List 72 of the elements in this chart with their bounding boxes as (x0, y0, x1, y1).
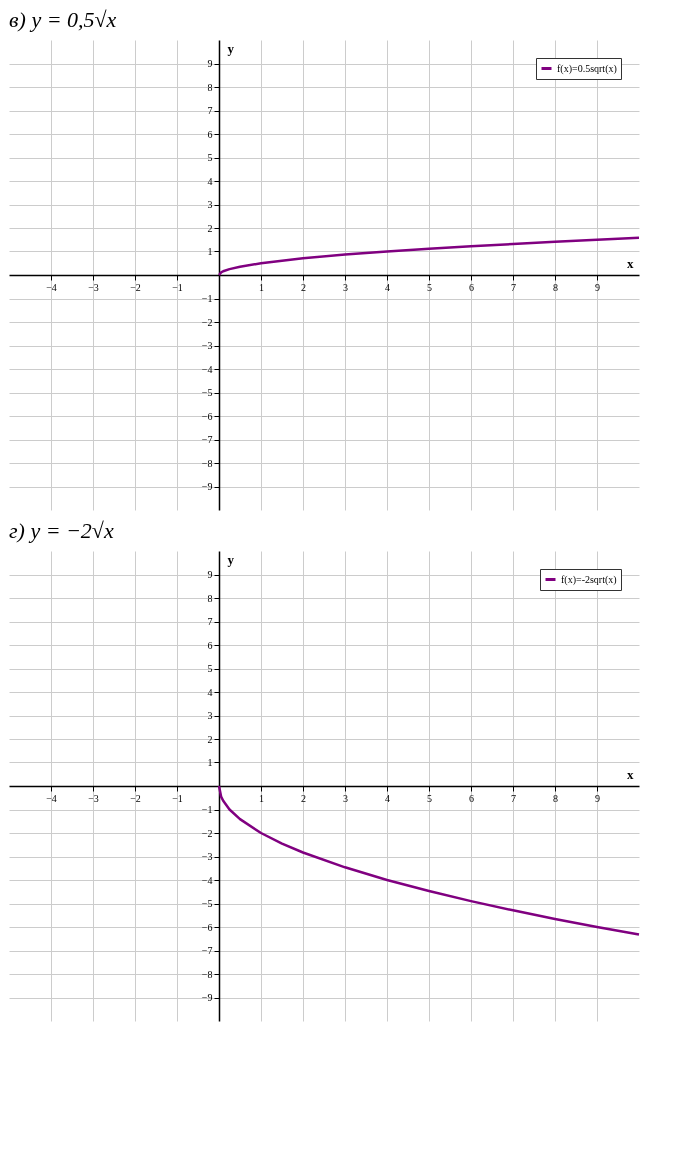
y-tick-label: −1 (201, 293, 213, 304)
x-tick-label: 5 (427, 792, 432, 804)
y-tick-label: 2 (207, 222, 213, 234)
legend-label: f(x)=0.5sqrt(x) (557, 62, 617, 75)
x-tick-label: 8 (553, 792, 558, 804)
y-axis-title: y (227, 551, 235, 567)
y-tick-label: −4 (201, 874, 213, 886)
line-series (217, 236, 641, 277)
x-tick-label: 4 (385, 281, 390, 293)
y-tick-label: 6 (207, 128, 213, 140)
y-tick-label: −8 (201, 457, 213, 469)
y-tick-label: −1 (201, 804, 213, 815)
y-tick-label: 3 (207, 710, 213, 721)
chart-title: в) y = 0,5√x (9, 7, 117, 32)
x-tick-label: −2 (130, 792, 141, 804)
x-tick-label: 3 (343, 281, 348, 293)
y-tick-label: 9 (207, 58, 213, 69)
y-tick-label: 3 (207, 199, 213, 210)
x-tick-label: −1 (172, 281, 183, 293)
x-tick-label: 8 (553, 281, 558, 293)
y-tick-label: 7 (207, 105, 213, 116)
line-series (217, 784, 641, 936)
y-tick-label: −5 (201, 898, 213, 909)
y-tick-label: −4 (201, 363, 213, 375)
x-tick-label: 2 (301, 281, 306, 293)
x-axis-title: x (627, 766, 634, 782)
x-tick-label: −4 (46, 792, 57, 804)
legend-label: f(x)=-2sqrt(x) (561, 573, 617, 586)
y-tick-label: 2 (207, 733, 213, 745)
y-tick-label: 5 (207, 152, 213, 163)
y-tick-label: −2 (201, 316, 213, 328)
y-tick-label: 1 (207, 246, 213, 257)
x-tick-label: 7 (511, 281, 516, 293)
y-tick-label: 4 (207, 686, 213, 698)
x-tick-label: −1 (172, 792, 183, 804)
y-tick-label: −6 (201, 921, 213, 933)
x-tick-label: −2 (130, 281, 141, 293)
y-axis-title: y (227, 40, 235, 56)
y-tick-label: 4 (207, 175, 213, 187)
y-tick-label: −3 (201, 340, 213, 351)
y-tick-label: 8 (207, 592, 213, 604)
y-tick-label: 7 (207, 616, 213, 627)
y-tick-label: −5 (201, 387, 213, 398)
x-tick-label: 6 (469, 281, 474, 293)
x-tick-label: 7 (511, 792, 516, 804)
y-tick-label: 6 (207, 639, 213, 651)
y-tick-label: 8 (207, 81, 213, 93)
y-tick-label: 5 (207, 663, 213, 674)
x-axis-title: x (627, 255, 634, 271)
x-tick-label: 6 (469, 792, 474, 804)
y-tick-label: 1 (207, 757, 213, 768)
x-tick-label: 9 (595, 792, 600, 804)
x-tick-label: −3 (88, 281, 99, 293)
y-tick-label: −7 (201, 434, 213, 445)
x-tick-label: 5 (427, 281, 432, 293)
x-tick-label: 1 (259, 281, 264, 293)
y-tick-label: −3 (201, 851, 213, 862)
x-tick-label: 4 (385, 792, 390, 804)
x-tick-label: −4 (46, 281, 57, 293)
x-tick-label: 9 (595, 281, 600, 293)
x-tick-label: 2 (301, 792, 306, 804)
y-tick-label: −8 (201, 968, 213, 980)
y-tick-label: 9 (207, 569, 213, 580)
y-tick-label: −2 (201, 827, 213, 839)
y-tick-label: −6 (201, 410, 213, 422)
x-tick-label: −3 (88, 792, 99, 804)
x-tick-label: 1 (259, 792, 264, 804)
y-tick-label: −9 (201, 481, 213, 492)
x-tick-label: 3 (343, 792, 348, 804)
y-tick-label: −7 (201, 945, 213, 956)
chart-title: г) y = −2√x (9, 518, 114, 543)
y-tick-label: −9 (201, 992, 213, 1003)
